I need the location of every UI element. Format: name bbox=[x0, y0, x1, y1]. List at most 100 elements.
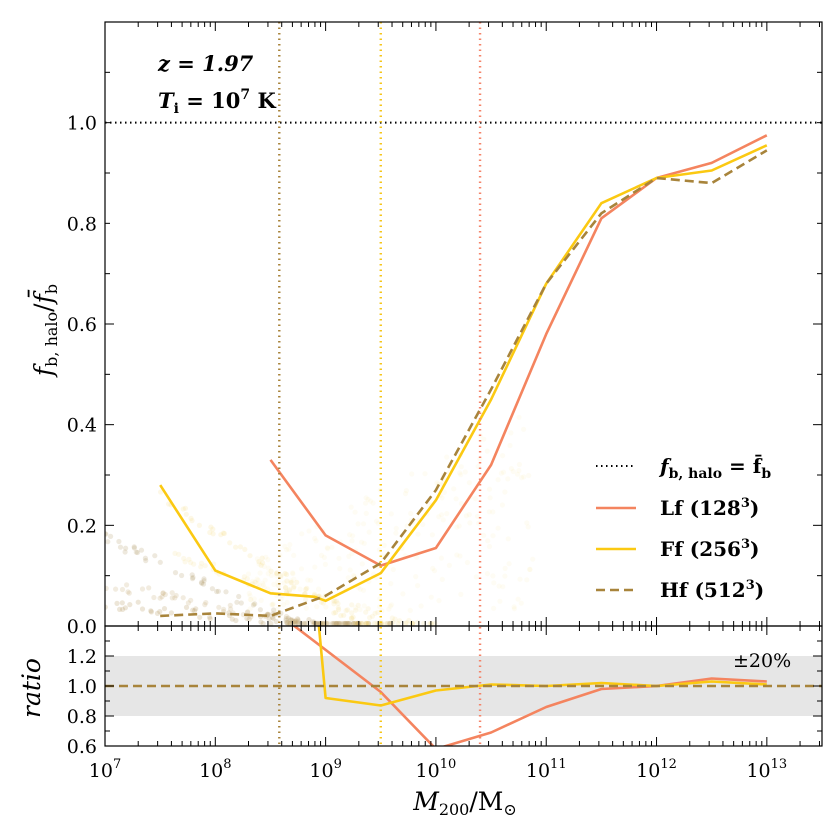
y-tick-label: 0.8 bbox=[67, 213, 97, 235]
scatter-point bbox=[516, 468, 522, 474]
scatter-point bbox=[207, 614, 213, 620]
scatter-point bbox=[516, 414, 522, 420]
scatter-point bbox=[241, 574, 247, 580]
redshift-annotation: z = 1.97 bbox=[157, 51, 254, 76]
scatter-point bbox=[288, 578, 294, 584]
scatter-point bbox=[246, 616, 252, 622]
scatter-point bbox=[486, 486, 493, 492]
scatter-point bbox=[284, 599, 290, 606]
band-label: ±20% bbox=[733, 650, 791, 672]
scatter-point bbox=[349, 610, 355, 616]
scatter-point bbox=[343, 620, 349, 626]
scatter-point bbox=[500, 469, 507, 475]
scatter-point bbox=[361, 603, 367, 609]
scatter-point bbox=[486, 509, 492, 515]
scatter-point bbox=[335, 620, 342, 626]
scatter-point bbox=[500, 584, 506, 590]
scatter-point bbox=[373, 518, 380, 524]
scatter-point bbox=[497, 598, 503, 604]
ti-equals: = 10 bbox=[179, 88, 240, 113]
scatter-point bbox=[350, 620, 356, 626]
scatter-point bbox=[454, 552, 460, 558]
scatter-point bbox=[389, 602, 395, 608]
scatter-point bbox=[409, 620, 415, 626]
scatter-point bbox=[495, 525, 501, 531]
scatter-point bbox=[245, 609, 251, 615]
scatter-point bbox=[282, 543, 288, 550]
scatter-point bbox=[352, 620, 358, 626]
scatter-point bbox=[198, 579, 205, 586]
scatter-point bbox=[154, 610, 161, 617]
scatter-point bbox=[290, 619, 296, 625]
scatter-point bbox=[521, 474, 527, 480]
scatter-point bbox=[334, 620, 340, 626]
scatter-point bbox=[436, 598, 442, 604]
scatter-point bbox=[335, 605, 341, 611]
scatter-point bbox=[481, 436, 487, 442]
scatter-point bbox=[365, 606, 371, 612]
scatter-point bbox=[440, 517, 446, 523]
ratio-y-tick-label: 0.8 bbox=[67, 706, 97, 728]
scatter-point bbox=[180, 595, 186, 601]
scatter-point bbox=[179, 572, 185, 579]
scatter-point bbox=[415, 583, 421, 589]
scatter-point bbox=[485, 538, 491, 544]
scatter-point bbox=[245, 571, 252, 577]
scatter-point bbox=[496, 583, 502, 589]
scatter-point bbox=[125, 589, 131, 595]
scatter-point bbox=[490, 533, 496, 539]
scatter-point bbox=[191, 561, 197, 567]
legend-ref-rest: = f̄ bbox=[722, 453, 763, 478]
scatter-point bbox=[298, 566, 305, 572]
scatter-point bbox=[458, 591, 464, 598]
ti-subscript: i bbox=[174, 101, 179, 117]
scatter-point bbox=[495, 477, 501, 483]
scatter-point bbox=[207, 529, 213, 536]
scatter-point bbox=[172, 595, 178, 601]
scatter-point bbox=[305, 577, 311, 583]
scatter-point bbox=[323, 604, 329, 610]
x-tick-label: 1011 bbox=[526, 757, 567, 782]
scatter-point bbox=[446, 562, 452, 569]
scatter-point bbox=[329, 544, 335, 550]
legend-ref-sub2: b bbox=[761, 466, 771, 482]
scatter-point bbox=[242, 546, 248, 553]
scatter-point bbox=[349, 550, 355, 557]
scatter-point bbox=[221, 530, 227, 537]
scatter-point bbox=[290, 571, 296, 577]
scatter-point bbox=[291, 585, 297, 591]
scatter-point bbox=[295, 620, 301, 626]
scatter-point bbox=[105, 531, 108, 537]
scatter-point bbox=[218, 532, 224, 538]
scatter-point bbox=[333, 620, 339, 626]
scatter-point bbox=[375, 609, 381, 616]
scatter-point bbox=[210, 531, 216, 537]
scatter-point bbox=[157, 609, 163, 615]
scatter-point bbox=[293, 618, 299, 624]
scatter-point bbox=[188, 597, 194, 603]
scatter-point bbox=[315, 620, 321, 626]
scatter-point bbox=[323, 620, 329, 626]
scatter-point bbox=[258, 562, 264, 568]
scatter-point bbox=[336, 620, 342, 626]
scatter-point bbox=[464, 559, 470, 566]
scatter-point bbox=[377, 604, 383, 610]
scatter-point bbox=[202, 602, 208, 608]
ratio-y-tick-label: 0.6 bbox=[67, 736, 97, 758]
y-tick-label: 0.6 bbox=[67, 314, 97, 336]
scatter-point bbox=[314, 604, 320, 610]
scatter-point bbox=[294, 579, 300, 585]
scatter-point bbox=[484, 448, 490, 454]
scatter-point bbox=[476, 520, 482, 526]
scatter-point bbox=[244, 576, 250, 582]
scatter-point bbox=[379, 553, 385, 559]
scatter-point bbox=[530, 556, 536, 562]
y-axis-label-ratio: ratio bbox=[17, 658, 46, 718]
scatter-point bbox=[285, 620, 291, 626]
scatter-point bbox=[169, 595, 175, 601]
x-tick-labels: 107 108 109 1010 1011 1012 1013 bbox=[89, 757, 787, 782]
scatter-point bbox=[135, 599, 141, 605]
scatter-point bbox=[207, 616, 213, 622]
scatter-point bbox=[123, 545, 129, 551]
scatter-point bbox=[291, 583, 297, 590]
